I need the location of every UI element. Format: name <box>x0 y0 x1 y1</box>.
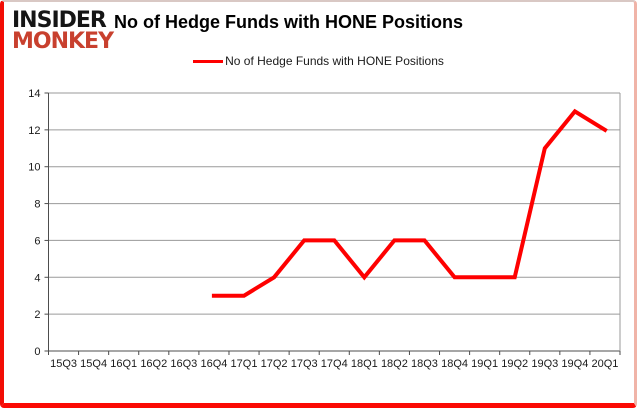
x-tick-label: 17Q1 <box>231 358 258 370</box>
y-tick-label: 2 <box>34 309 40 321</box>
x-tick-label: 18Q3 <box>411 358 438 370</box>
x-tick-label: 19Q3 <box>531 358 558 370</box>
y-tick-label: 12 <box>28 125 40 137</box>
x-tick-label: 16Q4 <box>200 358 227 370</box>
y-tick-label: 8 <box>34 199 40 211</box>
x-tick-label: 18Q4 <box>441 358 468 370</box>
y-tick-label: 0 <box>34 346 40 358</box>
x-tick-label: 17Q3 <box>291 358 318 370</box>
legend: No of Hedge Funds with HONE Positions <box>0 54 637 68</box>
x-tick-label: 15Q4 <box>80 358 107 370</box>
insider-monkey-logo: INSIDER MONKEY <box>12 8 114 54</box>
x-tick-label: 16Q2 <box>140 358 167 370</box>
y-tick-label: 6 <box>34 235 40 247</box>
x-tick-label: 17Q2 <box>261 358 288 370</box>
x-tick-label: 15Q3 <box>50 358 77 370</box>
x-tick-label: 19Q1 <box>471 358 498 370</box>
x-tick-label: 20Q1 <box>591 358 618 370</box>
x-tick-label: 16Q1 <box>110 358 137 370</box>
series-line <box>211 108 608 298</box>
x-tick-label: 19Q4 <box>561 358 588 370</box>
y-tick-label: 10 <box>28 162 40 174</box>
x-tick-label: 19Q2 <box>501 358 528 370</box>
x-tick-label: 18Q1 <box>351 358 378 370</box>
logo-monkey-text: MONKEY <box>12 29 114 54</box>
logo-insider-text: INSIDER <box>12 8 107 33</box>
y-tick-label: 4 <box>34 272 40 284</box>
legend-label: No of Hedge Funds with HONE Positions <box>225 54 444 68</box>
x-tick-label: 18Q2 <box>381 358 408 370</box>
x-tick-label: 16Q3 <box>170 358 197 370</box>
chart-title: No of Hedge Funds with HONE Positions <box>114 12 463 32</box>
y-tick-label: 14 <box>28 88 40 100</box>
legend-line-swatch <box>193 59 224 63</box>
x-tick-label: 17Q4 <box>321 358 348 370</box>
